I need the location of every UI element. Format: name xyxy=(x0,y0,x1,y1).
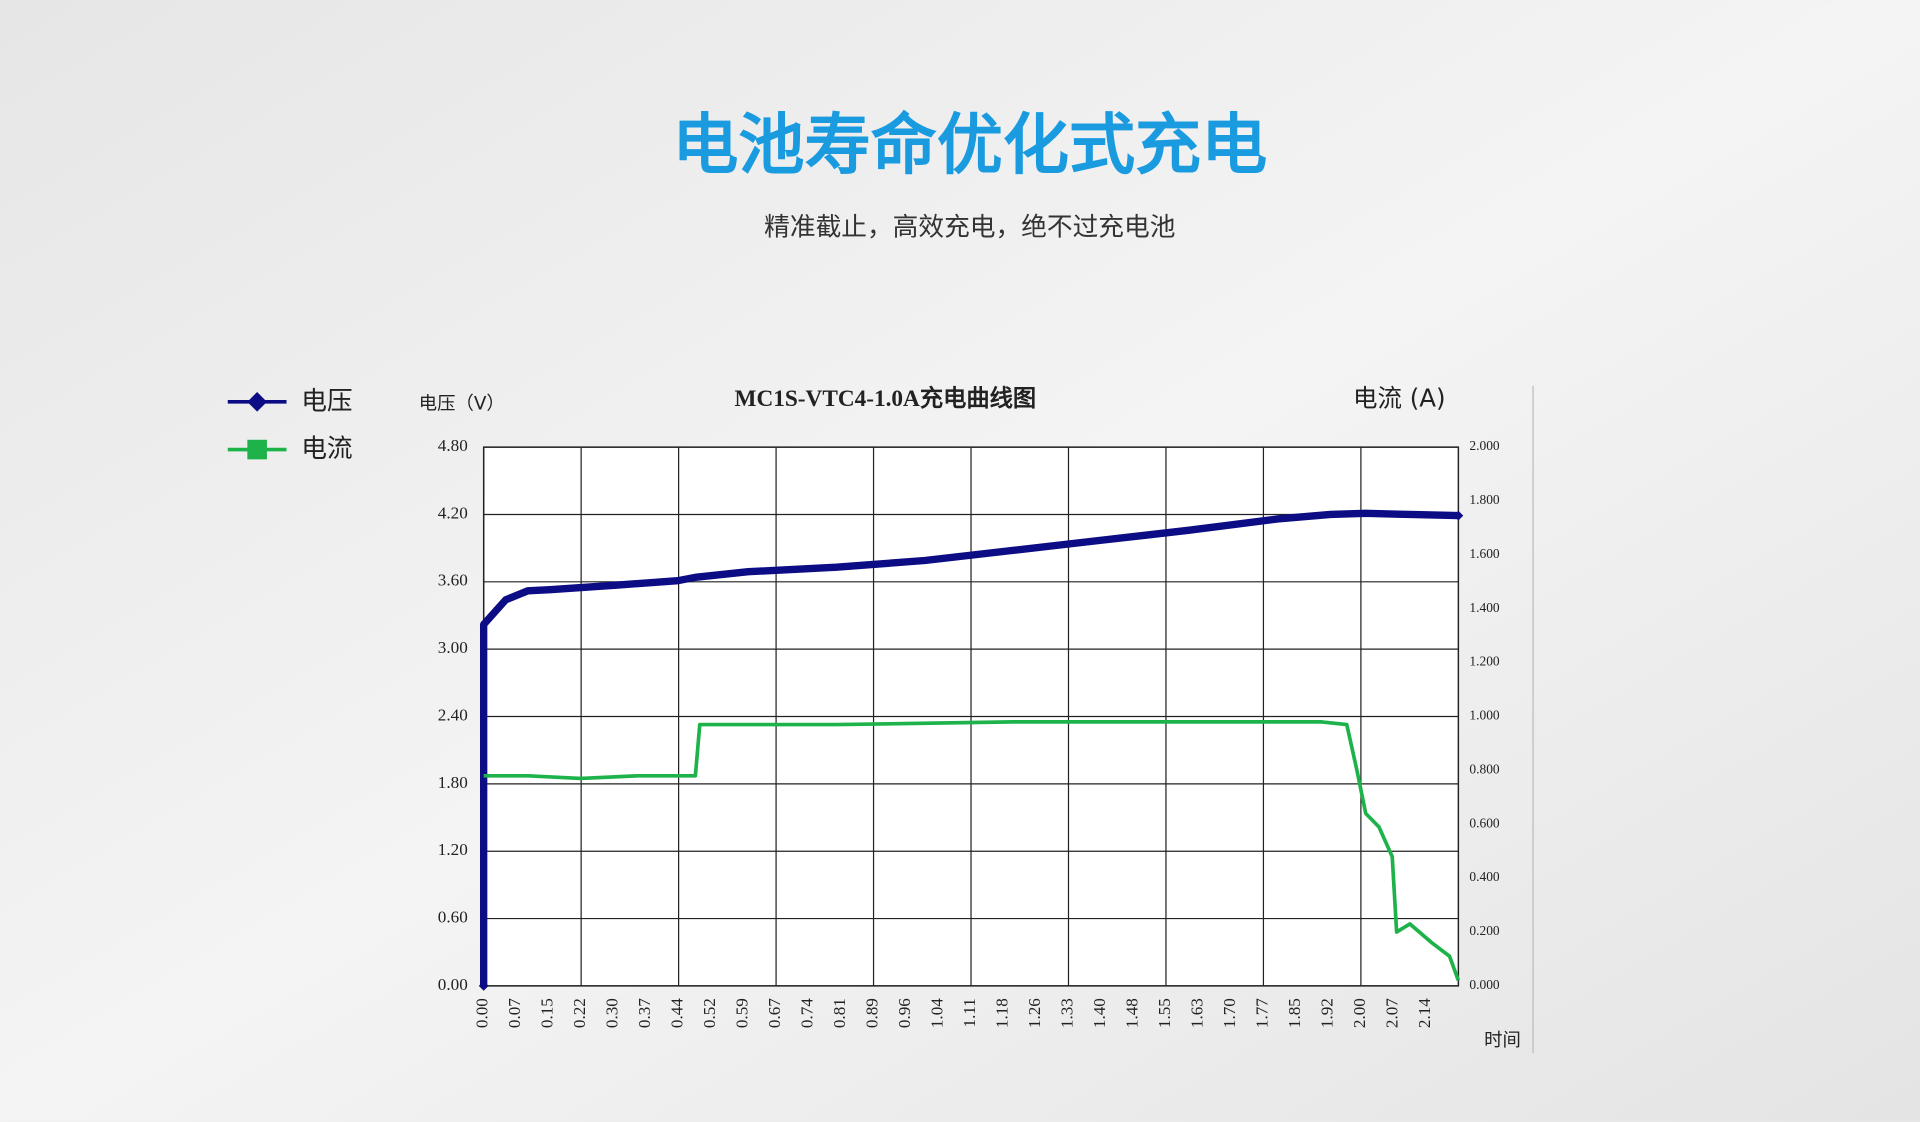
y-tick-label: 2.40 xyxy=(438,705,468,724)
y-axis-title: 电压（V） xyxy=(419,393,505,414)
page-subtitle: 精准截止，高效充电，绝不过充电池 xyxy=(764,212,1175,242)
x-tick-label: 1.63 xyxy=(1187,998,1206,1028)
y-tick-label: 1.20 xyxy=(438,840,468,859)
legend-label: 电流 xyxy=(301,434,352,464)
y2-tick-label: 0.400 xyxy=(1469,869,1500,884)
legend-marker xyxy=(247,439,267,460)
x-tick-label: 0.37 xyxy=(635,998,654,1028)
data-line xyxy=(483,720,1461,982)
y2-tick-label: 0.200 xyxy=(1469,923,1500,938)
x-tick-label: 1.92 xyxy=(1317,998,1336,1028)
data-point xyxy=(1453,510,1464,521)
x-tick-label: 2.00 xyxy=(1350,998,1369,1028)
y-tick-label: 4.80 xyxy=(438,436,468,455)
y2-axis-title: 电流 (A) xyxy=(1353,383,1446,412)
x-tick-label: 0.44 xyxy=(668,998,687,1028)
chart-title: MC1S-VTC4-1.0A充电曲线图 xyxy=(735,385,1037,412)
y2-tick-label: 1.200 xyxy=(1469,654,1500,669)
x-tick-label: 0.74 xyxy=(798,998,817,1028)
page-title: 电池寿命优化式充电 xyxy=(672,107,1267,184)
y2-tick-label: 2.000 xyxy=(1469,438,1500,453)
y2-tick-label: 0.000 xyxy=(1469,977,1500,992)
y2-tick-label: 0.600 xyxy=(1469,815,1500,830)
y2-tick-label: 1.400 xyxy=(1469,600,1500,615)
y2-tick-label: 1.800 xyxy=(1469,492,1500,507)
x-tick-label: 0.52 xyxy=(700,998,719,1028)
x-tick-label: 1.70 xyxy=(1220,998,1239,1028)
y-tick-label: 3.00 xyxy=(438,638,468,657)
x-tick-label: 0.67 xyxy=(765,998,784,1028)
x-axis-title: 时间 xyxy=(1484,1030,1521,1051)
legend-label: 电压 xyxy=(301,386,352,416)
x-tick-label: 1.40 xyxy=(1090,998,1109,1028)
x-tick-label: 1.04 xyxy=(927,998,946,1028)
x-tick-label: 0.22 xyxy=(570,998,589,1028)
y-tick-label: 3.60 xyxy=(438,571,468,590)
y2-tick-label: 0.800 xyxy=(1469,761,1500,776)
x-tick-label: 0.07 xyxy=(505,998,524,1028)
x-tick-label: 1.85 xyxy=(1285,998,1304,1028)
x-tick-label: 0.59 xyxy=(733,998,752,1028)
x-tick-label: 1.11 xyxy=(960,998,979,1027)
y2-tick-label: 1.000 xyxy=(1469,708,1500,723)
data-line xyxy=(480,509,1459,986)
y2-tick-label: 1.600 xyxy=(1469,546,1500,561)
x-tick-label: 0.96 xyxy=(895,998,914,1028)
data-point xyxy=(478,981,489,991)
y-tick-label: 0.60 xyxy=(438,907,468,926)
x-tick-label: 1.33 xyxy=(1057,998,1076,1028)
y-tick-label: 1.80 xyxy=(438,773,468,792)
x-tick-label: 2.14 xyxy=(1415,998,1434,1028)
x-tick-label: 0.30 xyxy=(603,998,622,1028)
x-tick-label: 0.15 xyxy=(538,998,557,1028)
x-tick-label: 0.89 xyxy=(862,998,881,1028)
x-tick-label: 1.77 xyxy=(1252,998,1271,1028)
x-tick-label: 1.55 xyxy=(1155,998,1174,1028)
x-tick-label: 0.00 xyxy=(473,998,492,1028)
x-tick-label: 2.07 xyxy=(1382,998,1401,1028)
x-tick-label: 1.48 xyxy=(1122,998,1141,1028)
y-tick-label: 4.20 xyxy=(438,503,468,522)
x-tick-label: 1.26 xyxy=(1025,998,1044,1028)
x-tick-label: 0.81 xyxy=(830,998,849,1028)
x-tick-label: 1.18 xyxy=(992,998,1011,1028)
y-tick-label: 0.00 xyxy=(438,975,468,994)
